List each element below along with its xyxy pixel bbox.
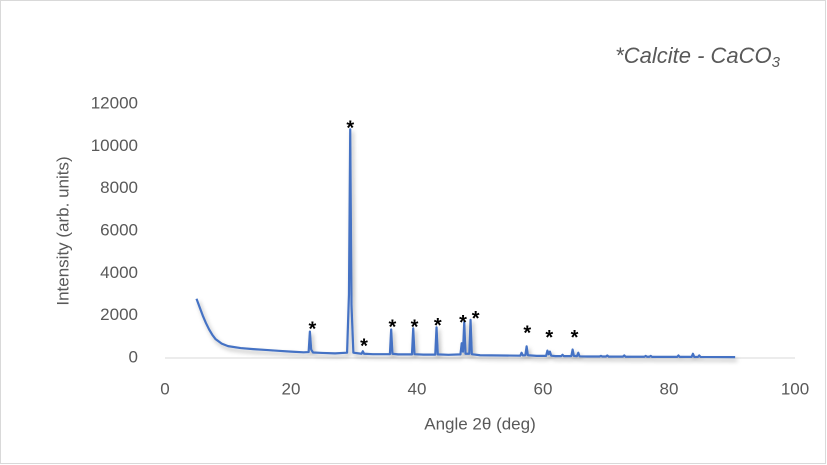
peak-label: * — [434, 315, 442, 337]
annotation: *Calcite - CaCO3 — [615, 43, 780, 71]
peak-label: * — [545, 327, 553, 349]
peak-label: * — [309, 318, 317, 340]
annotation-text: *Calcite - CaCO — [615, 43, 771, 68]
x-tick-label: 100 — [781, 379, 809, 398]
annotation-subscript: 3 — [772, 54, 781, 71]
x-tick-label: 0 — [160, 379, 169, 398]
y-axis-label: Intensity (arb. units) — [53, 156, 72, 305]
y-tick-label: 0 — [129, 347, 138, 366]
peak-label: * — [411, 316, 419, 338]
y-tick-label: 12000 — [91, 93, 138, 112]
y-tick-label: 4000 — [100, 263, 138, 282]
peak-label: * — [571, 327, 579, 349]
x-axis-label: Angle 2θ (deg) — [424, 414, 536, 433]
y-tick-label: 8000 — [100, 178, 138, 197]
peak-label: * — [360, 335, 368, 357]
x-tick-label: 20 — [282, 379, 301, 398]
y-tick-label: 10000 — [91, 136, 138, 155]
x-tick-label: 60 — [534, 379, 553, 398]
y-tick-label: 2000 — [100, 305, 138, 324]
peak-label: * — [346, 117, 354, 139]
x-tick-label: 40 — [408, 379, 427, 398]
peak-label: * — [389, 316, 397, 338]
y-tick-label: 6000 — [100, 220, 138, 239]
peak-label: * — [523, 323, 531, 345]
x-tick-label: 80 — [660, 379, 679, 398]
data-line — [195, 128, 736, 359]
peak-label: * — [459, 312, 467, 334]
peak-label: * — [472, 308, 480, 330]
